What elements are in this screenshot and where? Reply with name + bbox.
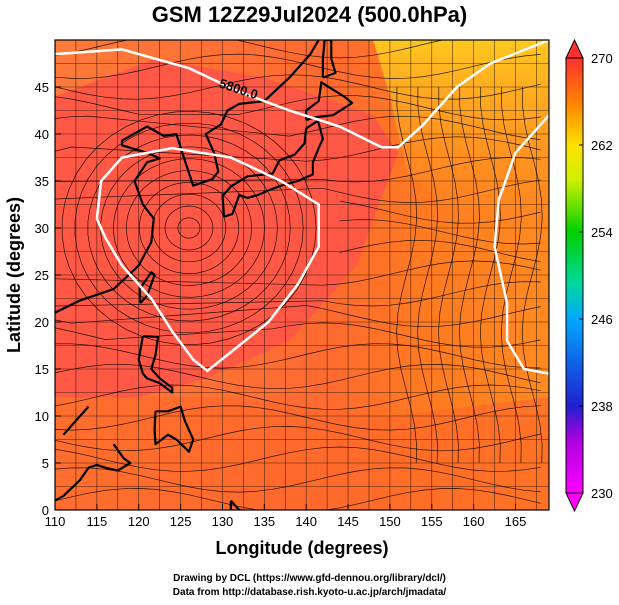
coastline <box>321 40 337 79</box>
y-tick-label: 40 <box>35 127 49 142</box>
x-tick-label: 130 <box>212 514 234 529</box>
colorbar-top-arrow <box>565 38 584 59</box>
streamline <box>55 40 445 59</box>
streamline <box>55 426 541 452</box>
x-tick-label: 110 <box>45 514 66 529</box>
coastline <box>305 81 354 121</box>
streamline <box>55 305 541 328</box>
colorbar-gradient <box>565 57 584 494</box>
credit-drawing: Drawing by DCL (https://www.gfd-dennou.o… <box>173 573 446 584</box>
contour-east <box>493 114 549 375</box>
y-tick-label: 20 <box>35 315 49 330</box>
y-tick-label: 0 <box>42 503 49 518</box>
streamline <box>55 384 541 410</box>
x-tick-label: 125 <box>170 514 192 529</box>
x-tick-label: 155 <box>421 514 443 529</box>
coastline <box>62 405 90 436</box>
coastline <box>55 443 132 502</box>
x-tick-label: 160 <box>463 514 485 529</box>
colorbar-tick-label: 270 <box>591 51 613 66</box>
x-tick-label: 120 <box>128 514 150 529</box>
x-tick-label: 145 <box>337 514 359 529</box>
streamline <box>339 239 541 263</box>
y-tick-label: 25 <box>35 268 49 283</box>
colorbar-tick-label: 246 <box>591 312 613 327</box>
coastline <box>137 335 174 394</box>
streamline <box>339 219 541 245</box>
y-tick-label: 5 <box>42 456 49 471</box>
coastline <box>221 119 324 218</box>
y-axis-label: Latitude (degrees) <box>4 197 24 353</box>
x-tick-label: 165 <box>505 514 527 529</box>
streamline <box>55 467 541 493</box>
streamline <box>55 322 541 348</box>
y-tick-label: 45 <box>35 80 49 95</box>
streamline <box>55 446 541 472</box>
coastlines <box>55 40 354 510</box>
streamline <box>55 136 541 162</box>
coastline <box>153 405 195 453</box>
colorbar-tick-label: 230 <box>591 486 613 501</box>
x-tick-label: 150 <box>379 514 401 529</box>
streamline <box>55 363 541 390</box>
temperature-field-south <box>55 397 549 510</box>
coastline <box>229 499 245 510</box>
colorbar-tick-label: 262 <box>591 138 613 153</box>
x-axis-label: Longitude (degrees) <box>215 538 388 558</box>
x-tick-label: 140 <box>295 514 317 529</box>
coastline <box>55 40 320 314</box>
y-tick-label: 35 <box>35 174 49 189</box>
contour-5800 <box>55 40 549 149</box>
credit-data: Data from http://database.rish.kyoto-u.a… <box>172 587 447 598</box>
colorbar-ticks: 230 238 246 254 262 270 <box>579 51 613 501</box>
y-tick-label: 15 <box>35 362 49 377</box>
coastline <box>138 271 156 304</box>
streamline <box>55 405 541 431</box>
streamline <box>339 200 541 224</box>
colorbar-bottom-arrow <box>565 492 584 513</box>
x-tick-label: 135 <box>253 514 275 529</box>
colorbar: 230 238 246 254 262 270 <box>565 38 613 513</box>
chart-title: GSM 12Z29Jul2024 (500.0hPa) <box>151 2 468 27</box>
streamline <box>55 260 541 286</box>
streamline <box>55 53 541 79</box>
streamline <box>55 157 541 183</box>
streamline <box>55 488 541 510</box>
y-tick-label: 10 <box>35 409 49 424</box>
colorbar-tick-label: 254 <box>591 225 613 240</box>
x-tick-label: 115 <box>86 514 107 529</box>
y-ticks: 0 5 10 15 20 25 30 35 40 45 <box>35 80 61 518</box>
map-plot-area: 5800.0 <box>55 40 549 510</box>
streamline <box>55 179 541 203</box>
lat-lon-grid <box>55 40 549 510</box>
x-ticks: 110 115 120 125 130 135 140 145 150 155 160 165 <box>45 504 527 529</box>
colorbar-tick-label: 238 <box>591 399 613 414</box>
y-tick-label: 30 <box>35 221 49 236</box>
streamline <box>55 343 541 369</box>
contour-high <box>95 146 320 373</box>
